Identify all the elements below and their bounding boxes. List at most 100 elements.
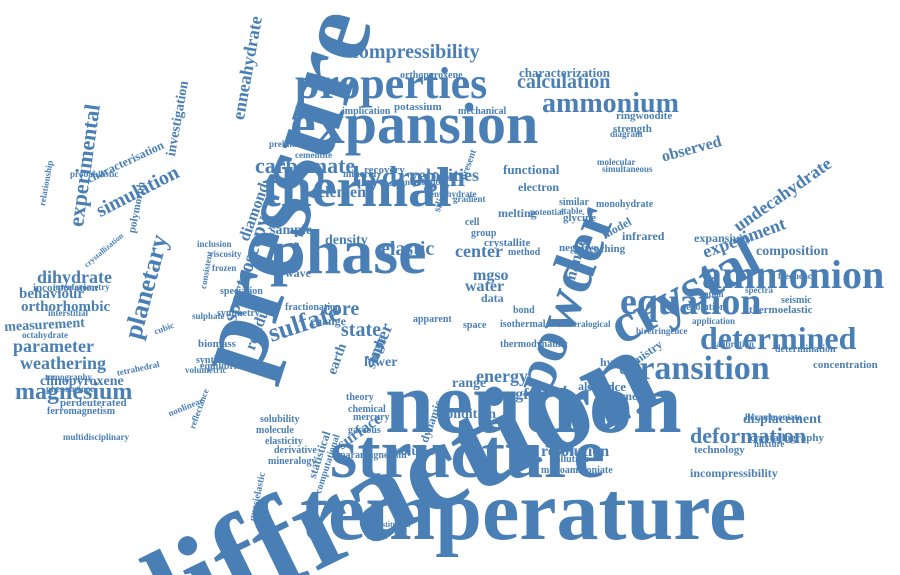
word-transition: transition bbox=[628, 350, 770, 387]
word-properties: properties bbox=[295, 59, 488, 108]
word-probabilistic: probabilistic bbox=[70, 169, 119, 179]
word-equation: equation bbox=[620, 281, 762, 323]
word-negative: negative bbox=[559, 242, 599, 254]
word-technology: technology bbox=[694, 444, 745, 456]
word-composition: composition bbox=[756, 244, 829, 259]
word-namgf: namgf bbox=[485, 386, 529, 403]
word-phase: phase bbox=[270, 216, 427, 287]
word-frequency: frequency bbox=[778, 271, 817, 281]
word-apparent: apparent bbox=[413, 314, 452, 325]
word-derivative: derivative bbox=[274, 445, 317, 456]
word-wave: wave bbox=[285, 266, 311, 280]
word-equilibria: equilibria bbox=[200, 361, 242, 372]
word-displacement: displacement bbox=[743, 412, 822, 427]
word-frozen: frozen bbox=[212, 263, 237, 273]
word-substitution: substitution bbox=[370, 520, 411, 529]
word-inclusion: inclusion bbox=[197, 239, 232, 249]
word-infrared: infrared bbox=[622, 229, 665, 243]
word-viscosity: viscosity bbox=[209, 249, 242, 259]
word-phenomenon: phenomenon bbox=[46, 384, 96, 394]
word-application: application bbox=[692, 316, 736, 326]
word-tetrahedral: tetrahedral bbox=[115, 358, 161, 378]
word-range: range bbox=[452, 376, 487, 391]
word-determination: determination bbox=[775, 344, 836, 355]
word-cementite: cementite bbox=[295, 150, 332, 160]
word-mgso: mgso bbox=[473, 267, 509, 284]
word-hydrogen: hydrogen bbox=[352, 162, 466, 193]
word-earth: earth bbox=[325, 341, 351, 377]
word-investigation: investigation bbox=[164, 79, 193, 158]
word-group: group bbox=[471, 228, 497, 239]
word-potential: potential bbox=[530, 207, 565, 217]
word-volumetric: volumetric bbox=[185, 365, 227, 375]
word-fractionation: fractionation bbox=[285, 302, 341, 313]
word-structure: structure bbox=[330, 416, 605, 493]
word-diagram: diagram bbox=[610, 129, 643, 139]
word-cubic: cubic bbox=[152, 320, 176, 337]
word-calibration: calibration bbox=[712, 339, 754, 349]
word-method: method bbox=[508, 247, 541, 258]
word-volume: volume bbox=[600, 389, 638, 403]
word-expansion: expansion bbox=[290, 91, 539, 156]
word-weathering: weathering bbox=[20, 353, 106, 373]
word-glycine: glycine bbox=[563, 212, 596, 224]
word-ferromagnetism: ferromagnetism bbox=[47, 406, 116, 417]
word-gaseous: gaseous bbox=[348, 425, 381, 436]
word-pollution: pollution bbox=[550, 454, 589, 465]
word-sample: sample bbox=[270, 223, 312, 238]
word-stable: stable bbox=[560, 206, 583, 216]
word-multidisciplinary: multidisciplinary bbox=[63, 432, 130, 442]
word-speciation: speciation bbox=[220, 286, 263, 297]
word-electron: electron bbox=[518, 180, 560, 194]
word-ammonium: ammonium bbox=[542, 88, 679, 119]
word-water: water bbox=[465, 278, 505, 295]
word-change: change bbox=[310, 314, 346, 328]
word-interferometry: interferometry bbox=[53, 282, 110, 292]
word-clinopyroxene: clinopyroxene bbox=[40, 374, 124, 389]
word-characterization: characterization bbox=[519, 65, 610, 80]
word-mineralogy: mineralogy bbox=[268, 456, 317, 467]
word-crystallization: crystallization bbox=[82, 231, 126, 270]
word-cell: cell bbox=[465, 217, 480, 228]
word-crystallography: crystallography bbox=[750, 432, 824, 444]
word-magnesium: magnesium bbox=[15, 379, 133, 405]
word-interstitial: interstitial bbox=[48, 308, 88, 318]
word-synthetic: synthetic bbox=[196, 355, 235, 366]
word-mercury: mercury bbox=[353, 412, 390, 423]
word-sulphate: sulphate bbox=[192, 311, 225, 321]
word-alcohol: alcohol bbox=[578, 379, 615, 393]
word-solution: solution bbox=[395, 444, 443, 459]
word-strength: strength bbox=[613, 123, 652, 135]
word-molecule: molecule bbox=[256, 425, 294, 436]
word-space: space bbox=[463, 320, 487, 331]
word-center: center bbox=[455, 241, 503, 261]
word-ammonion: ammonion bbox=[702, 252, 885, 297]
word-hexammoniate: hexammoniate bbox=[745, 412, 802, 422]
word-biomass: biomass bbox=[198, 338, 236, 350]
word-calculation: calculation bbox=[517, 71, 611, 93]
word-melting: melting bbox=[498, 206, 537, 220]
word-symmetry: symmetry bbox=[217, 308, 260, 319]
word-mineralogical: mineralogical bbox=[558, 319, 611, 329]
word-neutron: neutron bbox=[385, 355, 682, 452]
word-resolution: resolution bbox=[541, 443, 610, 460]
word-incompressibility: incompressibility bbox=[690, 466, 778, 480]
word-elastic: elastic bbox=[381, 238, 435, 260]
word-density: density bbox=[325, 233, 368, 248]
word-carbamate: carbamate bbox=[255, 153, 356, 178]
word-velocities: velocities bbox=[409, 165, 479, 185]
word-perdeuterated: perdeuterated bbox=[60, 397, 127, 409]
word-hydrate: hydrate bbox=[600, 355, 640, 369]
word-lower: lower bbox=[364, 355, 398, 370]
word-behaviour: behaviour bbox=[19, 286, 85, 302]
word-molecular: molecular bbox=[597, 157, 636, 167]
word-leaching: leaching bbox=[586, 243, 626, 255]
word-seismic: seismic bbox=[781, 295, 812, 306]
word-tomography: tomography bbox=[45, 372, 92, 382]
word-dihydrate: dihydrate bbox=[37, 267, 113, 287]
word-theory: theory bbox=[346, 392, 374, 403]
word-thermal: thermal bbox=[262, 157, 452, 219]
word-evolution: evolution bbox=[686, 302, 726, 313]
word-incorporation: incorporation bbox=[33, 282, 98, 294]
